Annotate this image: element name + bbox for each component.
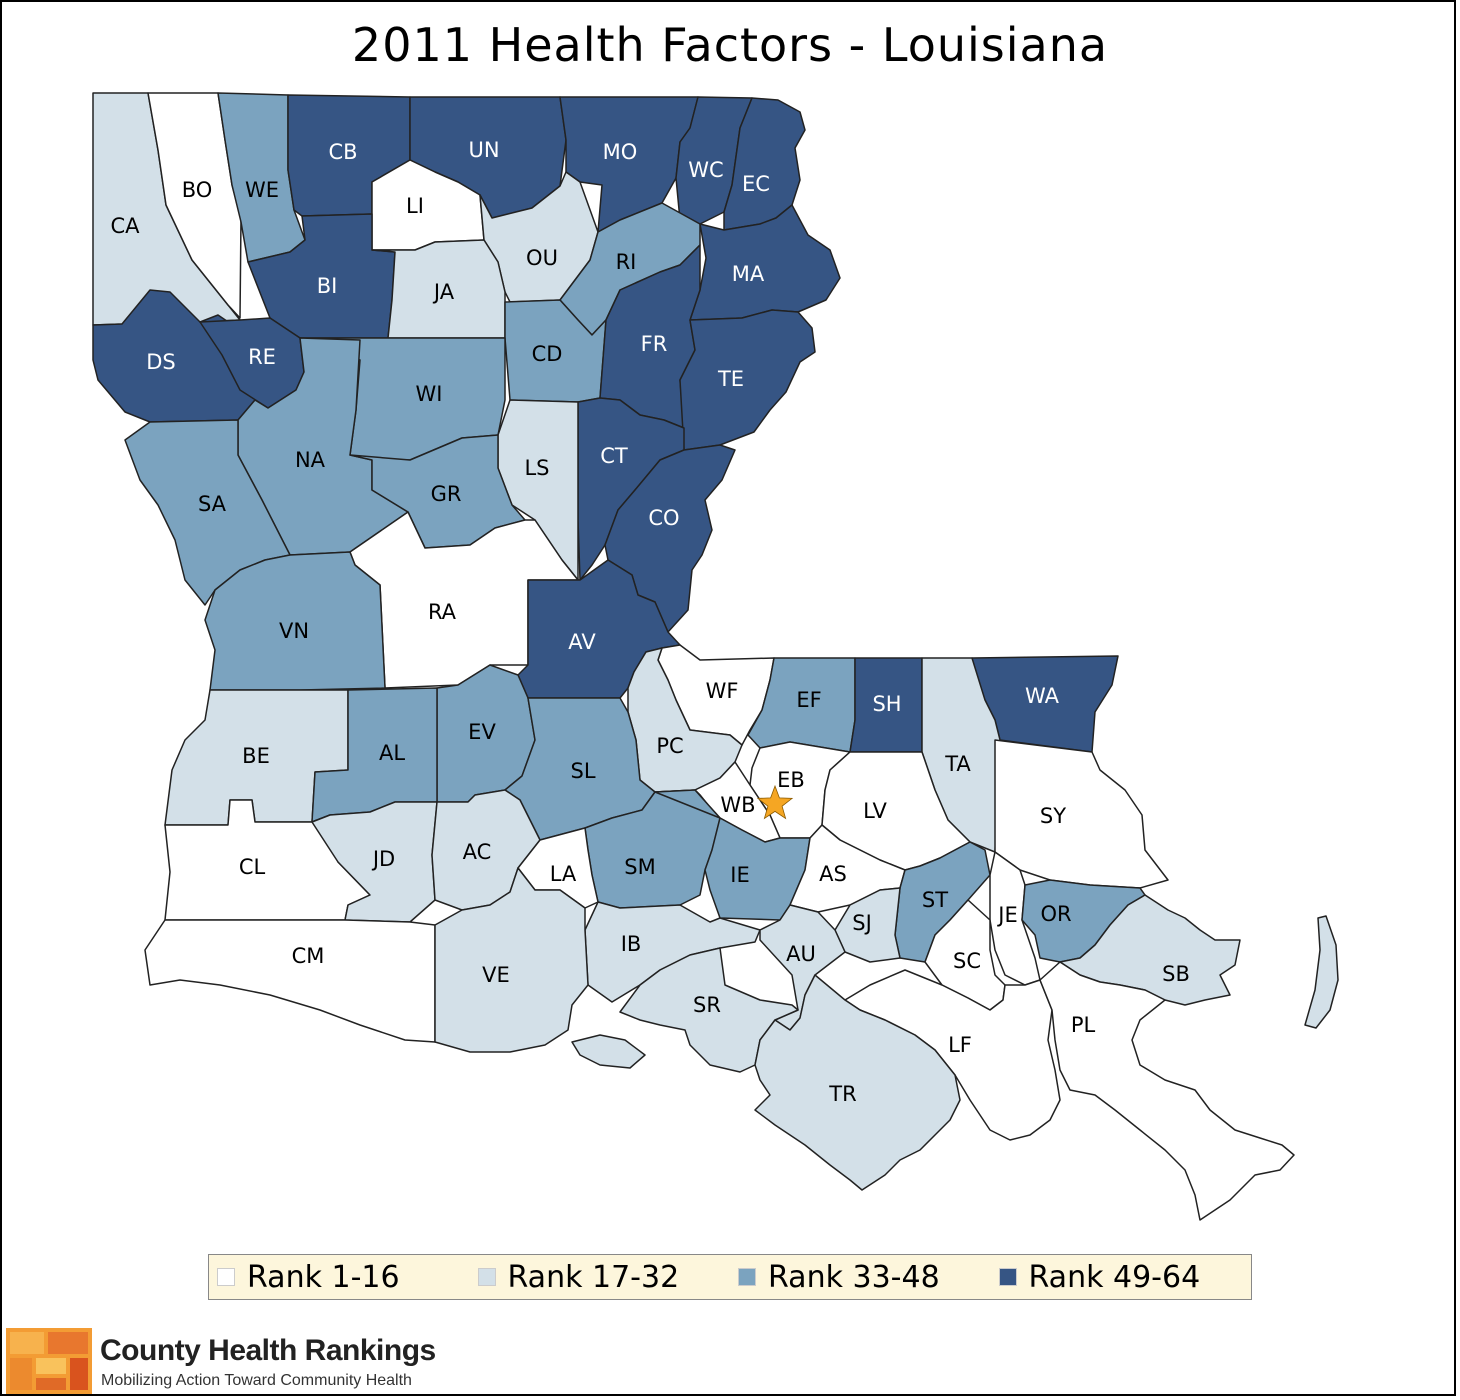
parish-label-sy: SY [1040, 804, 1066, 828]
parish-label-ie: IE [730, 863, 749, 887]
parish-label-jd: JD [371, 847, 395, 871]
parish-label-je: JE [996, 903, 1017, 927]
parish-te [679, 309, 816, 451]
parish-label-st: ST [922, 888, 948, 912]
legend-label: Rank 49-64 [1028, 1259, 1201, 1295]
parish-ja [371, 239, 506, 339]
parish-label-ve: VE [482, 963, 510, 987]
legend-label: Rank 1-16 [247, 1259, 400, 1295]
parish-label-wb: WB [720, 793, 755, 817]
map-title: 2011 Health Factors - Louisiana [351, 18, 1109, 72]
parish-label-ja: JA [432, 280, 455, 304]
parish-label-li: LI [406, 194, 424, 218]
parish-label-al: AL [379, 741, 405, 765]
parish-label-av: AV [568, 630, 596, 654]
parish-label-sa: SA [198, 492, 227, 516]
legend-label: Rank 33-48 [768, 1259, 940, 1295]
parish-label-ma: MA [732, 262, 765, 286]
legend: Rank 1-16 Rank 17-32 Rank 33-48 Rank 49-… [208, 1254, 1252, 1300]
parish-label-wf: WF [706, 679, 739, 703]
parish-label-or: OR [1040, 902, 1071, 926]
parish-ou [479, 171, 599, 303]
parish-label-eb: EB [777, 768, 805, 792]
parish-label-ec: EC [742, 172, 770, 196]
parish-label-wi: WI [416, 382, 443, 406]
parish-label-re: RE [248, 345, 276, 369]
brand-name: County Health Rankings [100, 1334, 436, 1367]
parish-label-ta: TA [944, 752, 971, 776]
parish-label-bi: BI [317, 274, 338, 298]
legend-item-rank-49-64: Rank 49-64 [991, 1260, 1252, 1295]
parish-label-cm: CM [292, 944, 325, 968]
parish-label-sb: SB [1162, 962, 1190, 986]
parish-label-au: AU [786, 942, 816, 966]
legend-label: Rank 17-32 [507, 1259, 680, 1295]
parish-vn [204, 551, 386, 691]
parish-label-fr: FR [641, 332, 668, 356]
parish-label-tr: TR [828, 1082, 856, 1106]
parish-label-cl: CL [239, 855, 266, 879]
parish-tr [754, 974, 961, 1191]
parish-label-ds: DS [146, 350, 176, 374]
parish-label-vn: VN [279, 619, 309, 643]
parish-cm [144, 919, 436, 1043]
parish-label-sh: SH [872, 692, 901, 716]
legend-item-rank-33-48: Rank 33-48 [730, 1260, 991, 1295]
parish-label-ou: OU [526, 246, 558, 270]
parish-sy [994, 739, 1169, 889]
parish-label-ls: LS [524, 456, 549, 480]
parish-label-ct: CT [600, 444, 628, 468]
parish-label-wc: WC [688, 158, 723, 182]
parish-label-as: AS [819, 862, 847, 886]
island-1 [571, 1034, 646, 1069]
parish-label-ca: CA [110, 214, 140, 238]
legend-swatch [738, 1268, 756, 1286]
parish-label-cd: CD [532, 342, 563, 366]
parish-layer [92, 92, 1339, 1221]
legend-item-rank-1-16: Rank 1-16 [209, 1260, 470, 1295]
parish-label-lv: LV [863, 799, 887, 823]
label-layer: CA BO WE CB UN MO WC EC LI OU RI BI JA MA DS RE CD FR WI TE… [110, 138, 1189, 1106]
legend-swatch [998, 1268, 1017, 1286]
parish-label-co: CO [648, 506, 679, 530]
parish-pl [1039, 961, 1295, 1221]
legend-item-rank-17-32: Rank 17-32 [470, 1260, 731, 1295]
parish-label-we: WE [245, 178, 279, 202]
parish-label-sr: SR [693, 993, 721, 1017]
parish-label-pc: PC [656, 734, 683, 758]
parish-label-wa: WA [1025, 684, 1060, 708]
parish-label-ri: RI [616, 250, 637, 274]
parish-label-cb: CB [328, 140, 357, 164]
legend-swatch [217, 1268, 235, 1286]
county-health-rankings-logo-icon [6, 1328, 92, 1394]
parish-label-ra: RA [428, 600, 457, 624]
parish-label-pl: PL [1071, 1013, 1096, 1037]
parish-ve [434, 867, 589, 1053]
parish-label-be: BE [242, 744, 270, 768]
legend-swatch [477, 1268, 496, 1286]
parish-label-sm: SM [624, 855, 655, 879]
parish-label-un: UN [468, 138, 499, 162]
parish-label-na: NA [295, 448, 326, 472]
parish-label-ef: EF [796, 688, 821, 712]
brand-tagline: Mobilizing Action Toward Community Healt… [101, 1372, 412, 1389]
parish-label-gr: GR [431, 482, 462, 506]
capital-star-icon [756, 784, 794, 820]
parish-label-sl: SL [570, 759, 595, 783]
parish-label-ev: EV [468, 720, 496, 744]
parish-ma [689, 204, 841, 321]
parish-label-ac: AC [463, 840, 492, 864]
parish-label-la: LA [550, 862, 577, 886]
parish-label-ib: IB [621, 932, 642, 956]
parish-label-bo: BO [182, 178, 213, 202]
parish-label-sc: SC [953, 949, 981, 973]
island-2 [1304, 915, 1339, 1029]
parish-label-te: TE [717, 367, 744, 391]
parish-label-sj: SJ [852, 911, 872, 935]
parish-label-lf: LF [948, 1033, 972, 1057]
parish-label-mo: MO [603, 140, 638, 164]
